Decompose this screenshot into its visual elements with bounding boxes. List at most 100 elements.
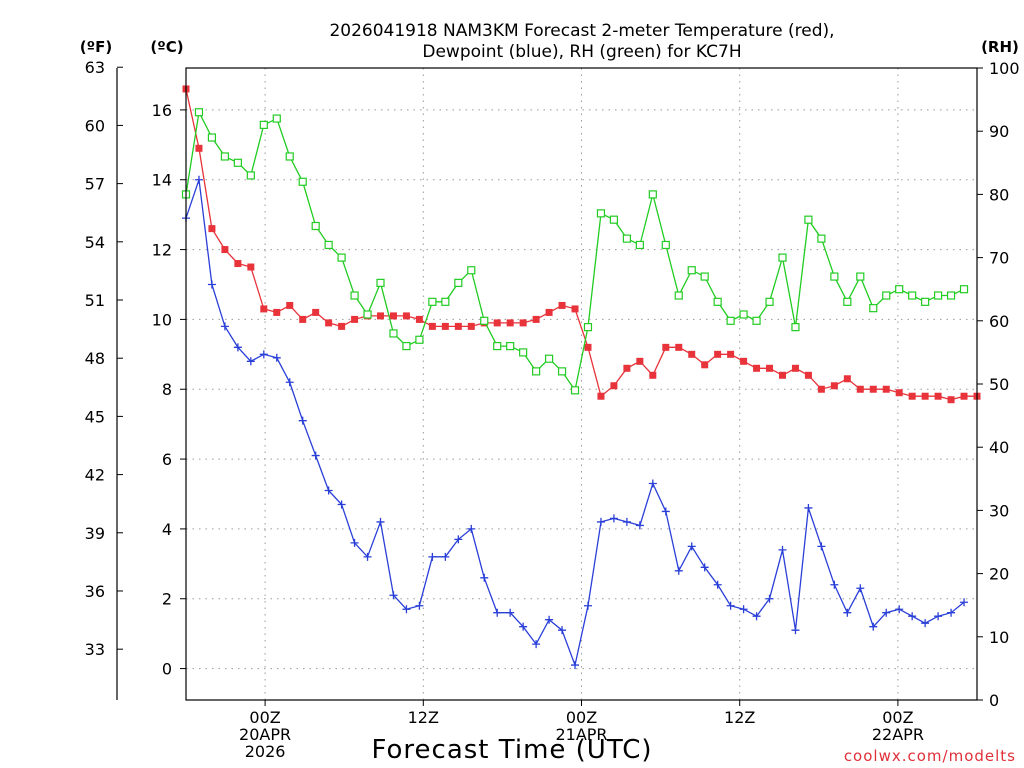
chart: 2026041918 NAM3KM Forecast 2-meter Tempe… — [0, 0, 1024, 768]
temperature-point — [844, 375, 851, 382]
dewpoint-point — [480, 574, 488, 582]
rh-tick-label: 50 — [989, 375, 1009, 394]
rh-point — [896, 286, 903, 293]
rh-point — [766, 298, 773, 305]
temperature-point — [766, 365, 773, 372]
temperature-point — [740, 358, 747, 365]
rh-point — [364, 311, 371, 318]
rh-point — [753, 317, 760, 324]
rh-point — [662, 241, 669, 248]
rh-point — [338, 254, 345, 261]
rh-point — [688, 267, 695, 274]
temperature-point — [533, 316, 540, 323]
temperature-point — [805, 372, 812, 379]
celsius-tick-label: 0 — [162, 660, 172, 679]
rh-point — [312, 223, 319, 230]
dewpoint-point — [921, 619, 929, 627]
temperature-point — [377, 312, 384, 319]
fahrenheit-tick-label: 33 — [85, 640, 105, 659]
temperature-point — [455, 323, 462, 330]
temperature-point — [883, 386, 890, 393]
temperature-point — [922, 393, 929, 400]
rh-point — [468, 267, 475, 274]
dewpoint-point — [299, 417, 307, 425]
temperature-point — [351, 316, 358, 323]
rh-point — [286, 153, 293, 160]
rh-point — [572, 387, 579, 394]
temperature-point — [234, 260, 241, 267]
dewpoint-point — [312, 452, 320, 460]
rh-point — [494, 343, 501, 350]
fahrenheit-tick-label: 63 — [85, 58, 105, 77]
rh-point — [870, 305, 877, 312]
dewpoint-point — [377, 518, 385, 526]
temperature-point — [753, 365, 760, 372]
rh-point — [390, 330, 397, 337]
temperature-point — [507, 319, 514, 326]
rh-point — [299, 178, 306, 185]
rh-point — [260, 121, 267, 128]
dewpoint-point — [675, 567, 683, 575]
rh-axis: 0102030405060708090100 — [977, 59, 1020, 710]
celsius-tick-label: 4 — [162, 520, 172, 539]
rh-point — [429, 298, 436, 305]
dewpoint-point — [493, 609, 501, 617]
temperature-point — [831, 382, 838, 389]
x-tick-label: 12Z — [408, 708, 439, 727]
dewpoint-point — [571, 661, 579, 669]
rh-point — [792, 324, 799, 331]
dewpoint-point — [908, 612, 916, 620]
rh-point — [740, 311, 747, 318]
rh-point — [948, 292, 955, 299]
fahrenheit-tick-label: 48 — [85, 349, 105, 368]
dewpoint-point — [260, 350, 268, 358]
rh-tick-label: 0 — [989, 691, 999, 710]
celsius-tick-label: 2 — [162, 590, 172, 609]
dewpoint-point — [791, 626, 799, 634]
fahrenheit-tick-label: 42 — [85, 466, 105, 485]
rh-point — [844, 298, 851, 305]
temperature-point — [714, 351, 721, 358]
rh-point — [805, 216, 812, 223]
credit-label: coolwx.com/modelts — [844, 747, 1016, 765]
celsius-tick-label: 12 — [152, 241, 172, 260]
temperature-point — [325, 319, 332, 326]
temperature-point — [701, 361, 708, 368]
rh-point — [273, 115, 280, 122]
temperature-point — [416, 316, 423, 323]
dewpoint-point — [688, 542, 696, 550]
temperature-point — [909, 393, 916, 400]
chart-title-line1: 2026041918 NAM3KM Forecast 2-meter Tempe… — [329, 21, 834, 41]
dewpoint-point — [221, 322, 229, 330]
fahrenheit-tick-label: 36 — [85, 582, 105, 601]
rh-point — [935, 292, 942, 299]
rh-point — [623, 235, 630, 242]
rh-point — [481, 317, 488, 324]
fahrenheit-unit-label: (ºF) — [80, 38, 112, 56]
temperature-point — [610, 382, 617, 389]
temperature-point — [468, 323, 475, 330]
temperature-point — [662, 344, 669, 351]
x-tick-label: 12Z — [724, 708, 755, 727]
rh-point — [675, 292, 682, 299]
rh-point — [649, 191, 656, 198]
rh-point — [610, 216, 617, 223]
dewpoint-point — [273, 354, 281, 362]
rh-point — [779, 254, 786, 261]
temperature-point — [299, 316, 306, 323]
rh-point — [208, 134, 215, 141]
dewpoint-point — [830, 581, 838, 589]
rh-point — [416, 336, 423, 343]
rh-tick-label: 60 — [989, 312, 1009, 331]
x-axis-title: Forecast Time (UTC) — [371, 735, 652, 765]
fahrenheit-tick-label: 54 — [85, 233, 105, 252]
celsius-tick-label: 14 — [152, 171, 172, 190]
rh-point — [455, 279, 462, 286]
grid — [186, 68, 977, 700]
rh-point — [221, 153, 228, 160]
temperature-point — [584, 344, 591, 351]
temperature-point — [948, 396, 955, 403]
rh-point — [831, 273, 838, 280]
temperature-point — [727, 351, 734, 358]
rh-line — [186, 112, 964, 390]
